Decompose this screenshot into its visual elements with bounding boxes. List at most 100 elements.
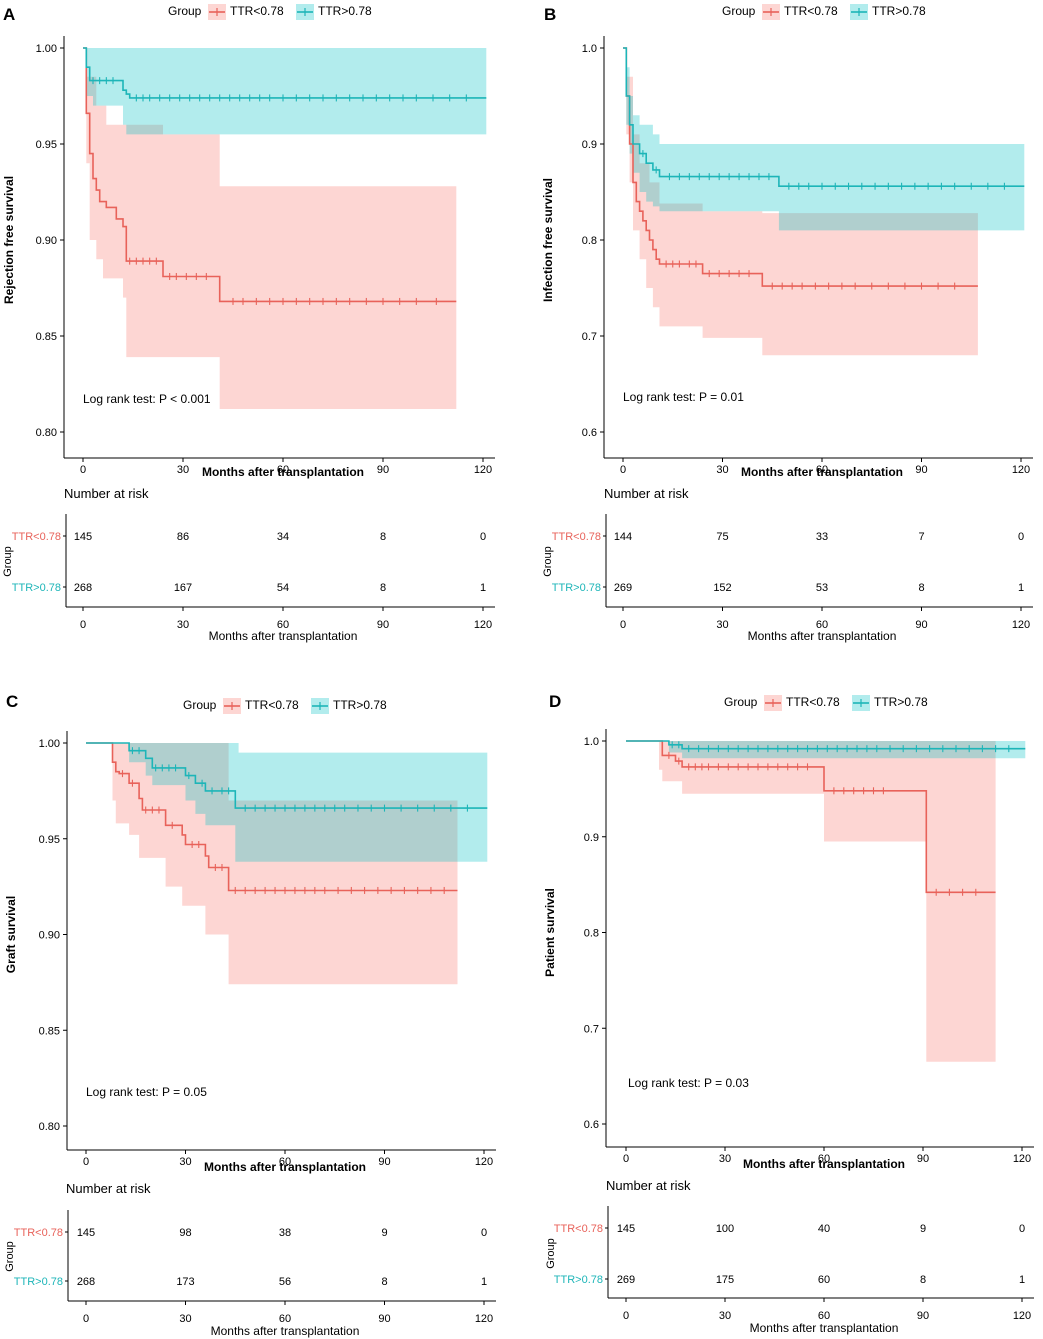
risk-y-axis-title: Group bbox=[542, 546, 554, 577]
risk-count: 1 bbox=[480, 582, 486, 594]
ci-band-low bbox=[626, 741, 996, 1062]
risk-x-axis-title: Months after transplantation bbox=[211, 1324, 360, 1338]
survival-curve-low bbox=[86, 742, 458, 892]
risk-count: 269 bbox=[614, 582, 632, 594]
risk-x-tick-label: 120 bbox=[1012, 619, 1030, 631]
survival-curve-high bbox=[626, 740, 1026, 750]
log-rank-annotation: Log rank test: P = 0.05 bbox=[86, 1085, 207, 1099]
risk-count: 1 bbox=[481, 1276, 487, 1288]
legend-title: Group bbox=[724, 695, 758, 709]
risk-row-label: TTR>0.78 bbox=[552, 582, 601, 594]
risk-y-axis-title: Group bbox=[545, 1238, 557, 1269]
y-tick-label: 0.9 bbox=[584, 832, 599, 844]
x-tick-label: 60 bbox=[279, 1156, 291, 1168]
x-tick-label: 0 bbox=[83, 1156, 89, 1168]
risk-x-tick-label: 0 bbox=[80, 619, 86, 631]
legend-label: TTR<0.78 bbox=[245, 698, 299, 712]
risk-count: 100 bbox=[716, 1223, 734, 1235]
survival-curve-low bbox=[83, 47, 457, 303]
risk-count: 173 bbox=[176, 1276, 194, 1288]
risk-count: 1 bbox=[1018, 582, 1024, 594]
risk-count: 175 bbox=[716, 1274, 734, 1286]
risk-table-title: Number at risk bbox=[604, 486, 689, 501]
risk-x-tick-label: 30 bbox=[179, 1313, 191, 1325]
x-tick-label: 120 bbox=[474, 464, 492, 476]
risk-count: 8 bbox=[380, 531, 386, 543]
risk-count: 1 bbox=[1019, 1274, 1025, 1286]
risk-table-title: Number at risk bbox=[66, 1181, 151, 1196]
risk-count: 8 bbox=[920, 1274, 926, 1286]
x-tick-label: 90 bbox=[915, 464, 927, 476]
legend: Group TTR<0.78 TTR>0.78 bbox=[183, 698, 387, 714]
risk-count: 152 bbox=[713, 582, 731, 594]
risk-x-tick-label: 120 bbox=[475, 1313, 493, 1325]
y-axis-title: Rejection free survival bbox=[2, 176, 16, 304]
panel-c: C Group TTR<0.78 TTR>0.78 0.80 0.85 0.90 0.95 1.… bbox=[4, 692, 496, 1338]
risk-count: 38 bbox=[279, 1227, 291, 1239]
risk-row-label: TTR>0.78 bbox=[554, 1274, 603, 1286]
legend-label: TTR<0.78 bbox=[784, 4, 838, 18]
ci-band-high bbox=[623, 48, 1025, 231]
risk-x-tick-label: 120 bbox=[1013, 1310, 1031, 1322]
y-axis-title: Patient survival bbox=[543, 888, 557, 977]
y-tick-label: 0.7 bbox=[582, 331, 597, 343]
survival-curve-high bbox=[86, 742, 488, 809]
risk-x-tick-label: 60 bbox=[818, 1310, 830, 1322]
x-axis-title: Months after transplantation bbox=[204, 1160, 366, 1174]
ci-band-high bbox=[626, 741, 1026, 759]
risk-table: Number at risk TTR<0.78 145 86 34 8 0 TTR>0.78 2… bbox=[2, 486, 495, 643]
x-tick-label: 30 bbox=[177, 464, 189, 476]
risk-count: 9 bbox=[920, 1223, 926, 1235]
risk-x-tick-label: 0 bbox=[83, 1313, 89, 1325]
risk-table-title: Number at risk bbox=[64, 486, 149, 501]
y-tick-label: 0.9 bbox=[582, 139, 597, 151]
y-tick-label: 0.7 bbox=[584, 1023, 599, 1035]
risk-count: 268 bbox=[77, 1276, 95, 1288]
risk-x-tick-label: 90 bbox=[377, 619, 389, 631]
risk-x-tick-label: 90 bbox=[917, 1310, 929, 1322]
ci-band-high bbox=[86, 743, 488, 862]
x-tick-label: 30 bbox=[719, 1153, 731, 1165]
x-tick-label: 0 bbox=[620, 464, 626, 476]
legend-title: Group bbox=[722, 4, 756, 18]
ci-band-low bbox=[83, 48, 457, 409]
risk-count: 34 bbox=[277, 531, 289, 543]
y-tick-label: 1.00 bbox=[39, 738, 60, 750]
risk-count: 145 bbox=[77, 1227, 95, 1239]
risk-table-title: Number at risk bbox=[606, 1178, 691, 1193]
log-rank-annotation: Log rank test: P = 0.01 bbox=[623, 390, 744, 404]
panel-letter: A bbox=[3, 5, 15, 24]
x-axis-title: Months after transplantation bbox=[202, 465, 364, 479]
x-tick-label: 120 bbox=[1013, 1153, 1031, 1165]
legend-label: TTR>0.78 bbox=[333, 698, 387, 712]
risk-count: 167 bbox=[174, 582, 192, 594]
risk-y-axis-title: Group bbox=[2, 546, 14, 577]
risk-count: 8 bbox=[918, 582, 924, 594]
risk-count: 86 bbox=[177, 531, 189, 543]
x-tick-label: 0 bbox=[623, 1153, 629, 1165]
y-tick-label: 0.85 bbox=[39, 1025, 60, 1037]
x-axis-title: Months after transplantation bbox=[741, 465, 903, 479]
legend: Group TTR<0.78 TTR>0.78 bbox=[168, 4, 372, 20]
risk-count: 56 bbox=[279, 1276, 291, 1288]
ci-band-high bbox=[83, 48, 487, 135]
y-tick-label: 0.85 bbox=[36, 331, 57, 343]
y-tick-label: 1.00 bbox=[36, 43, 57, 55]
risk-x-tick-label: 90 bbox=[378, 1313, 390, 1325]
x-tick-label: 90 bbox=[378, 1156, 390, 1168]
risk-x-axis-title: Months after transplantation bbox=[748, 629, 897, 643]
x-tick-label: 0 bbox=[80, 464, 86, 476]
legend-title: Group bbox=[183, 698, 217, 712]
risk-x-tick-label: 60 bbox=[277, 619, 289, 631]
risk-row-label: TTR>0.78 bbox=[12, 582, 61, 594]
risk-count: 7 bbox=[918, 531, 924, 543]
y-axis-title: Graft survival bbox=[4, 896, 18, 973]
risk-x-tick-label: 30 bbox=[716, 619, 728, 631]
x-tick-label: 120 bbox=[1012, 464, 1030, 476]
risk-row-label: TTR<0.78 bbox=[552, 531, 601, 543]
risk-x-tick-label: 120 bbox=[474, 619, 492, 631]
risk-table: Number at risk TTR<0.78 144 75 33 7 0 TTR>0.78 2… bbox=[542, 486, 1033, 643]
y-tick-label: 0.90 bbox=[36, 235, 57, 247]
